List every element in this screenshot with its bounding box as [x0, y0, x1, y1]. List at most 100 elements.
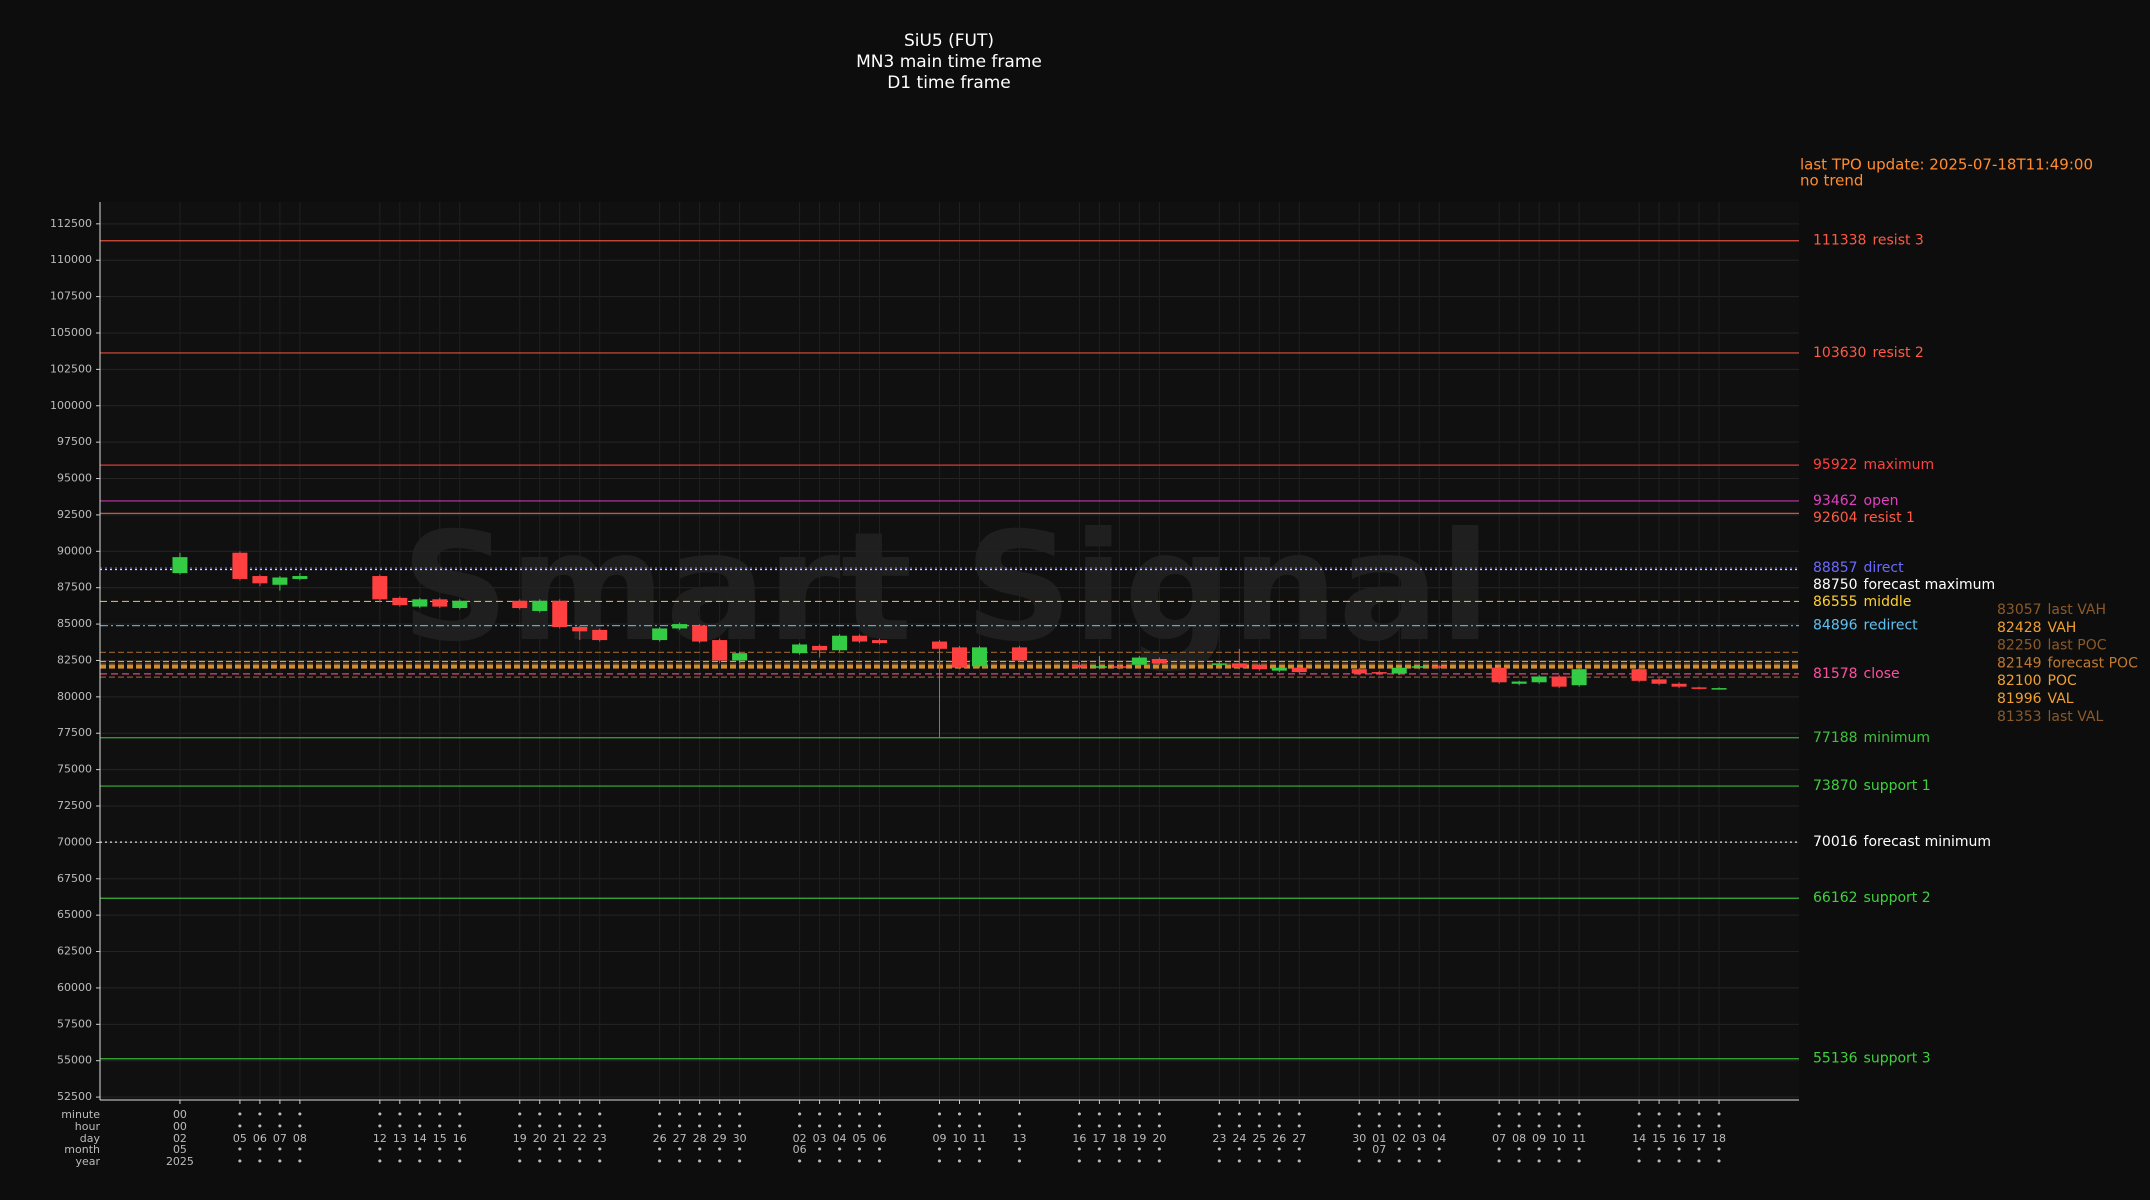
- candle-body: [512, 600, 528, 609]
- x-tick-label: •: [656, 1143, 663, 1156]
- x-tick-label: •: [576, 1155, 583, 1168]
- x-tick-label: •: [1636, 1108, 1643, 1121]
- x-tick-label: •: [1156, 1155, 1163, 1168]
- x-tick-label: 27: [1292, 1132, 1306, 1145]
- y-tick-label: 90000: [57, 544, 92, 557]
- level-name: open: [1864, 493, 1899, 509]
- x-tick-label: •: [1556, 1143, 1563, 1156]
- candle-body: [1251, 664, 1267, 670]
- y-tick-label: 100000: [50, 399, 92, 412]
- candle-body: [412, 599, 428, 607]
- x-tick-label: •: [816, 1143, 823, 1156]
- candle-body: [232, 552, 248, 579]
- level-label: 66162 support 2: [1813, 890, 1931, 906]
- candle-body: [1211, 663, 1227, 665]
- candle-body: [1491, 667, 1507, 683]
- candle-body: [652, 628, 668, 641]
- x-tick-label: •: [1536, 1120, 1543, 1133]
- x-tick-label: •: [1656, 1155, 1663, 1168]
- y-tick-label: 52500: [57, 1090, 92, 1103]
- candle-body: [672, 624, 688, 629]
- plot-area: [100, 202, 1799, 1100]
- x-tick-label: •: [1016, 1155, 1023, 1168]
- level-value: 86555: [1813, 594, 1858, 610]
- x-tick-label: •: [237, 1120, 244, 1133]
- x-tick-label: •: [676, 1108, 683, 1121]
- x-tick-label: 17: [1692, 1132, 1706, 1145]
- tpo-label: 82149 forecast POC: [1997, 655, 2138, 671]
- x-tick-label: •: [696, 1155, 703, 1168]
- x-tick-label: 04: [1432, 1132, 1446, 1145]
- candle-body: [1631, 669, 1647, 681]
- x-tick-label: •: [836, 1108, 843, 1121]
- x-tick-label: •: [676, 1120, 683, 1133]
- y-tick-label: 110000: [50, 253, 92, 266]
- x-tick-label: 11: [972, 1132, 986, 1145]
- x-tick-label: •: [1136, 1108, 1143, 1121]
- x-tick-label: •: [536, 1143, 543, 1156]
- level-label: 103630 resist 2: [1813, 345, 1924, 361]
- x-tick-label: •: [1376, 1108, 1383, 1121]
- x-tick-label: •: [1236, 1155, 1243, 1168]
- candle-body: [971, 647, 987, 667]
- level-name: maximum: [1864, 457, 1935, 473]
- chart-subtitle: D1 time frame: [887, 73, 1011, 93]
- x-tick-label: •: [1156, 1108, 1163, 1121]
- x-tick-label: •: [1216, 1143, 1223, 1156]
- y-tick-label: 77500: [57, 726, 92, 739]
- x-tick-label: •: [237, 1155, 244, 1168]
- candle-body: [1351, 669, 1367, 674]
- x-tick-label: •: [1536, 1143, 1543, 1156]
- x-tick-label: •: [1436, 1143, 1443, 1156]
- x-tick-label: •: [1276, 1108, 1283, 1121]
- x-tick-label: •: [696, 1120, 703, 1133]
- x-tick-label: •: [257, 1155, 264, 1168]
- candle-body: [1131, 657, 1147, 665]
- x-tick-label: •: [816, 1120, 823, 1133]
- x-tick-label: •: [1136, 1120, 1143, 1133]
- x-tick-label: •: [576, 1108, 583, 1121]
- level-name: direct: [1864, 560, 1905, 576]
- x-tick-label: •: [277, 1143, 284, 1156]
- x-tick-label: 19: [513, 1132, 527, 1145]
- x-tick-label: •: [956, 1120, 963, 1133]
- x-tick-label: 09: [1532, 1132, 1546, 1145]
- x-tick-label: •: [1276, 1143, 1283, 1156]
- x-tick-label: •: [257, 1143, 264, 1156]
- y-tick-label: 57500: [57, 1017, 92, 1030]
- x-tick-label: •: [457, 1143, 464, 1156]
- x-tick-label: •: [1656, 1108, 1663, 1121]
- x-tick-label: •: [377, 1120, 384, 1133]
- x-tick-label: 01: [1372, 1132, 1386, 1145]
- x-tick-label: •: [676, 1155, 683, 1168]
- x-tick-label: •: [1136, 1155, 1143, 1168]
- x-tick-label: •: [1536, 1108, 1543, 1121]
- level-label: 84896 redirect: [1813, 618, 1918, 634]
- x-tick-label: 16: [1672, 1132, 1686, 1145]
- annotation: last TPO update: 2025-07-18T11:49:00: [1800, 156, 2093, 174]
- x-tick-label: •: [736, 1155, 743, 1168]
- y-tick-label: 97500: [57, 435, 92, 448]
- x-tick-label: •: [397, 1120, 404, 1133]
- x-tick-label: •: [1576, 1108, 1583, 1121]
- level-name: resist 1: [1864, 510, 1915, 526]
- x-tick-label: 05: [173, 1143, 187, 1156]
- x-tick-label: •: [457, 1120, 464, 1133]
- candle-body: [1571, 669, 1587, 686]
- x-tick-label: •: [1236, 1143, 1243, 1156]
- x-tick-label: •: [1656, 1143, 1663, 1156]
- x-tick-label: •: [956, 1155, 963, 1168]
- x-tick-label: •: [237, 1108, 244, 1121]
- x-tick-label: •: [1156, 1120, 1163, 1133]
- x-tick-label: •: [1076, 1108, 1083, 1121]
- x-tick-label: •: [1416, 1108, 1423, 1121]
- x-tick-label: 15: [433, 1132, 447, 1145]
- level-name: minimum: [1864, 730, 1930, 746]
- candle-body: [432, 599, 448, 607]
- x-tick-label: 03: [813, 1132, 827, 1145]
- x-tick-label: •: [297, 1108, 304, 1121]
- level-name: forecast minimum: [1864, 834, 1992, 850]
- y-tick-label: 75000: [57, 763, 92, 776]
- candle-body: [692, 625, 708, 642]
- tpo-label: 82250 last POC: [1997, 638, 2107, 654]
